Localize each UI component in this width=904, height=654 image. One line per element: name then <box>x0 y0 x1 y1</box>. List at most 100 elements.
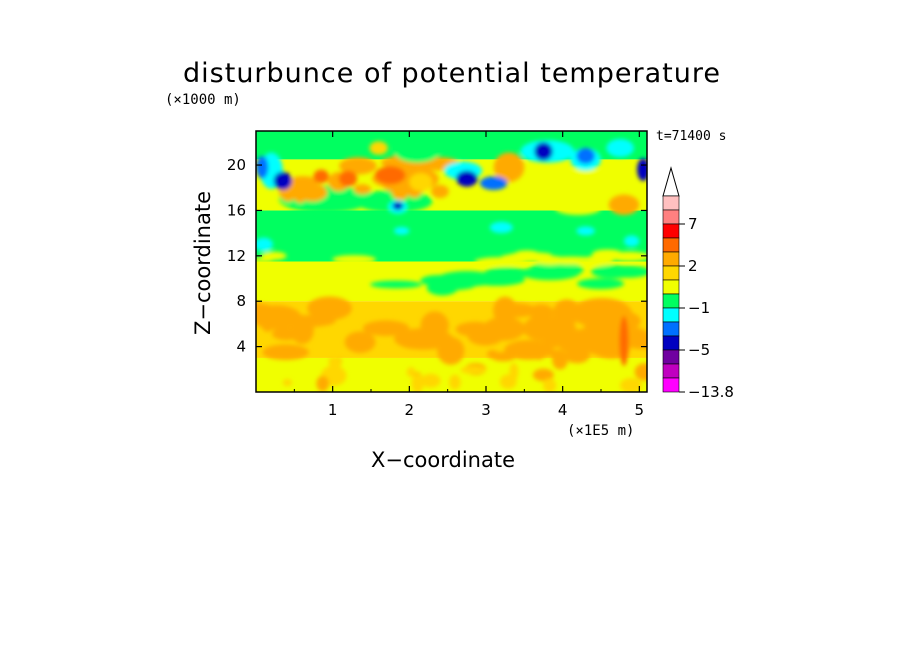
field-cell <box>392 201 404 210</box>
field-cell <box>534 351 544 361</box>
field-cell <box>339 157 377 175</box>
colorbar-arrow <box>662 166 680 197</box>
field-cell <box>469 273 525 286</box>
y-unit-label: (×1000 m) <box>165 92 241 108</box>
colorbar-swatch <box>662 265 680 281</box>
colorbar-swatch <box>662 335 680 351</box>
field-cell <box>411 373 424 392</box>
field-cell <box>467 327 504 346</box>
field-cell <box>259 304 276 332</box>
field-cell <box>262 344 310 360</box>
field-cell <box>374 166 406 185</box>
field-cell <box>576 148 595 164</box>
field-cell <box>432 281 476 291</box>
y-tick-label: 16 <box>227 201 246 219</box>
colorbar-swatch <box>662 195 680 211</box>
field-cell <box>479 176 508 191</box>
colorbar-swatch <box>662 223 680 239</box>
field-cell <box>353 184 372 195</box>
chart-title: disturbunce of potential temperature <box>183 58 721 89</box>
field-cell <box>394 226 410 235</box>
field-cell <box>552 351 568 370</box>
field-cell <box>344 331 376 353</box>
field-cell <box>273 171 293 191</box>
field-cell <box>566 168 605 189</box>
x-tick-label: 2 <box>405 401 415 419</box>
plot-frame <box>255 130 648 393</box>
x-tick-label: 3 <box>481 401 491 419</box>
colorbar: 7 2 −1 −5 −13.8 <box>662 166 734 401</box>
field-cell <box>591 265 636 279</box>
field-cell <box>456 170 478 187</box>
field-cell <box>509 363 519 381</box>
field-cell <box>637 158 647 181</box>
colorbar-label: 2 <box>688 257 698 275</box>
field-cell <box>606 138 634 158</box>
field-cell <box>420 311 449 340</box>
field-texture <box>256 138 647 392</box>
field-cell <box>332 255 377 264</box>
colorbar-swatch <box>662 307 680 323</box>
field-cell <box>396 329 434 349</box>
field-cell <box>576 226 595 236</box>
field-cell <box>634 363 647 381</box>
colorbar-label: −13.8 <box>688 383 734 401</box>
field-cell <box>338 170 358 187</box>
field-cell <box>313 169 329 184</box>
field-cell <box>362 320 410 336</box>
field-cell <box>555 201 601 215</box>
x-tick-label: 5 <box>635 401 645 419</box>
field-cell <box>307 296 352 321</box>
field-cell <box>437 336 465 365</box>
field-cell <box>278 315 336 328</box>
field-band <box>256 210 647 262</box>
field-cell <box>460 366 487 374</box>
field-cell <box>624 235 640 247</box>
colorbar-swatch <box>662 251 680 267</box>
x-unit-label: (×1E5 m) <box>567 423 635 439</box>
field-cell <box>566 343 578 363</box>
colorbar-swatch <box>662 279 680 295</box>
field-cell <box>486 349 499 359</box>
colorbar-swatch <box>662 363 680 379</box>
y-tick-label: 4 <box>236 338 246 356</box>
field-cell <box>369 141 388 155</box>
field-cell <box>534 142 553 161</box>
y-tick-label: 20 <box>227 156 246 174</box>
field-cell <box>584 315 622 339</box>
y-tick-label: 12 <box>227 247 246 265</box>
field-cell <box>500 253 552 263</box>
contour-field <box>256 131 647 392</box>
field-cell <box>608 194 640 215</box>
field-cell <box>520 266 580 281</box>
colorbar-label: −1 <box>688 299 710 317</box>
colorbar-swatch <box>662 377 680 393</box>
field-cell <box>328 356 342 370</box>
field-cell <box>370 280 423 289</box>
field-cell <box>256 237 273 252</box>
colorbar-swatch <box>662 237 680 253</box>
x-tick-label: 4 <box>558 401 568 419</box>
x-tick-label: 1 <box>328 401 338 419</box>
field-cell <box>316 375 330 392</box>
field-cell <box>420 373 441 388</box>
field-cell <box>406 367 416 378</box>
field-cell <box>538 320 572 346</box>
field-cell <box>577 278 625 290</box>
field-cell <box>256 155 269 179</box>
field-cell <box>282 379 292 387</box>
field-cell <box>493 152 525 183</box>
colorbar-label: −5 <box>688 341 710 359</box>
y-tick-label: 8 <box>236 292 246 310</box>
field-cell <box>394 140 440 163</box>
colorbar-label: 7 <box>688 215 698 233</box>
field-cell <box>260 251 287 261</box>
field-cell <box>532 368 554 382</box>
field-cell <box>409 172 433 192</box>
time-annotation: t=71400 s <box>656 129 727 144</box>
field-cell <box>493 296 517 325</box>
field-cell <box>541 256 600 265</box>
field-cell <box>619 315 629 366</box>
